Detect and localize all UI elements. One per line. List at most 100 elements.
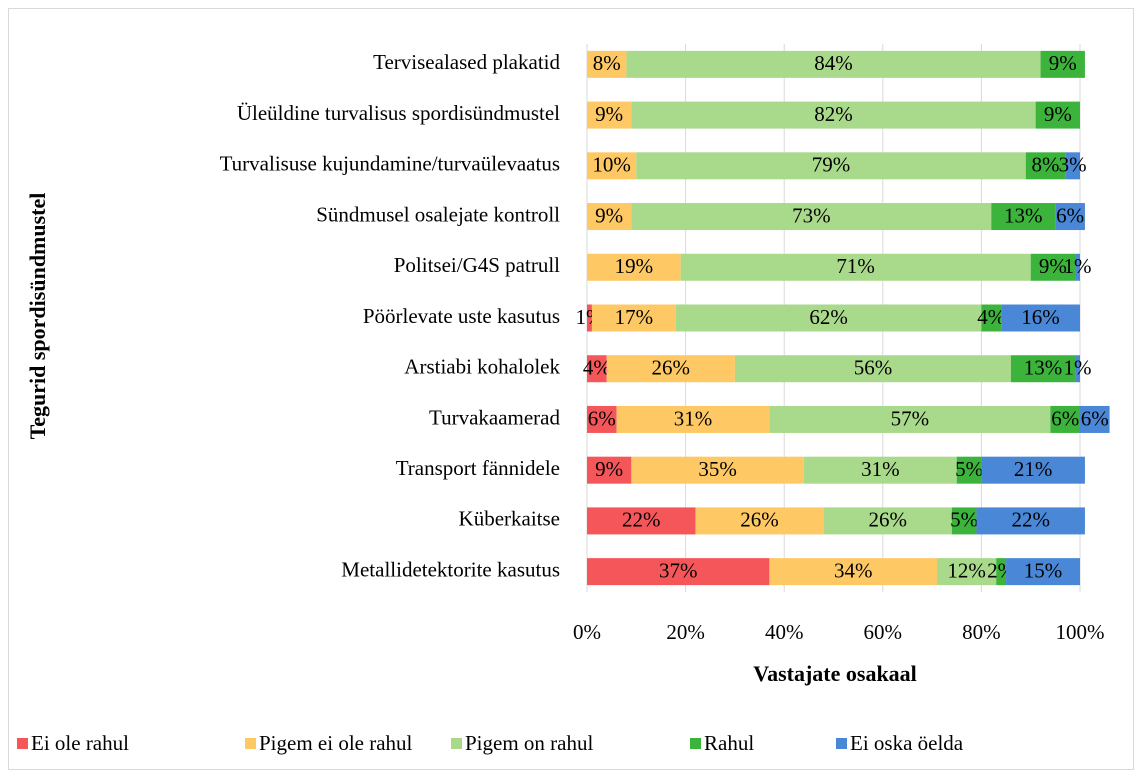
data-label: 62% [809,305,848,329]
y-tick-label: Arstiabi kohalolek [404,355,560,379]
data-label: 6% [1056,203,1084,227]
bar-segment [1001,304,1080,332]
legend-label: Ei oska öelda [850,731,964,755]
x-tick-label: 80% [962,620,1001,644]
y-tick-label: Sündmusel osalejate kontroll [316,202,560,226]
data-label: 9% [595,203,623,227]
y-tick-label: Üleüldine turvalisus spordisündmustel [237,101,560,125]
data-label: 8% [1031,153,1059,177]
bar-segment [587,101,632,129]
data-label: 71% [836,254,875,278]
bar-segment [823,507,952,535]
y-tick-label: Pöörlevate uste kasutus [363,304,560,328]
legend-swatch [17,738,28,749]
bar-segment [1006,558,1080,586]
data-label: 5% [955,457,983,481]
y-tick-label: Tervisealased plakatid [373,50,560,74]
bar-segment [616,405,770,433]
y-tick-label: Turvalisuse kujundamine/turvaülevaatus [220,152,560,176]
x-tick-label: 20% [666,620,705,644]
data-label: 9% [1049,51,1077,75]
data-label: 26% [740,508,779,532]
data-label: 79% [812,153,851,177]
bar-segment [991,203,1056,231]
x-tick-label: 40% [765,620,804,644]
bar-segment [734,355,1011,383]
legend-swatch [690,738,701,749]
data-label: 21% [1014,457,1053,481]
legend-swatch [245,738,256,749]
bar-segment [1025,152,1066,180]
bar-segment [631,203,992,231]
bar-segment [1050,405,1080,433]
data-label: 37% [659,558,698,582]
data-label: 1% [1064,254,1092,278]
data-label: 17% [615,305,654,329]
data-label: 8% [593,51,621,75]
data-label: 9% [1044,102,1072,126]
legend-label: Rahul [704,731,754,755]
data-label: 1% [1064,356,1092,380]
data-label: 26% [868,508,907,532]
bar-segment [587,304,592,332]
chart-frame [8,8,1134,770]
bar-segment [1040,50,1085,78]
y-tick-label: Küberkaitse [459,507,560,531]
legend-label: Pigem ei ole rahul [259,731,413,755]
bar-segment [1075,355,1080,383]
data-label: 5% [950,508,978,532]
legend-swatch [836,738,847,749]
data-label: 35% [698,457,737,481]
bar-segment [587,507,696,535]
legend-label: Pigem on rahul [465,731,593,755]
bar-segment [1055,203,1085,231]
y-tick-label: Metallidetektorite kasutus [341,557,560,581]
bar-segment [1030,253,1076,281]
bar-segment [976,507,1085,535]
bar-segment [636,152,1026,180]
x-axis-label: Vastajate osakaal [753,661,917,686]
legend-label: Ei ole rahul [31,731,129,755]
data-label: 4% [583,356,611,380]
bar-segment [587,456,632,484]
bar-segment [803,456,957,484]
bar-segment [937,558,997,586]
data-label: 84% [814,51,853,75]
bar-segment [680,253,1031,281]
data-label: 6% [1081,406,1109,430]
y-tick-label: Politsei/G4S patrull [394,253,560,277]
bar-segment [675,304,982,332]
bar-segment [587,405,617,433]
bar-segment [587,558,770,586]
y-tick-label: Turvakaamerad [429,405,561,429]
data-label: 6% [588,406,616,430]
data-label: 82% [814,102,853,126]
data-label: 73% [792,203,831,227]
bar-segment [981,456,1085,484]
data-label: 13% [1024,356,1063,380]
data-label: 6% [1051,406,1079,430]
bar-segment [981,304,1002,332]
x-tick-label: 100% [1056,620,1105,644]
legend-swatch [451,738,462,749]
data-label: 4% [977,305,1005,329]
bar-segment [591,304,676,332]
data-label: 22% [622,508,661,532]
bar-segment [587,253,681,281]
data-label: 31% [674,406,713,430]
data-label: 9% [595,102,623,126]
bar-segment [996,558,1007,586]
data-label: 22% [1011,508,1050,532]
bar-segment [631,456,804,484]
bar-segment [695,507,824,535]
bar-segment [769,405,1051,433]
bar-segment [1075,253,1080,281]
data-label: 15% [1024,558,1063,582]
data-label: 34% [834,558,873,582]
y-axis-label: Tegurid spordisündmustel [25,193,50,440]
data-label: 9% [1039,254,1067,278]
bar-segment [587,203,632,231]
bar-segment [1080,405,1110,433]
bar-segment [956,456,982,484]
